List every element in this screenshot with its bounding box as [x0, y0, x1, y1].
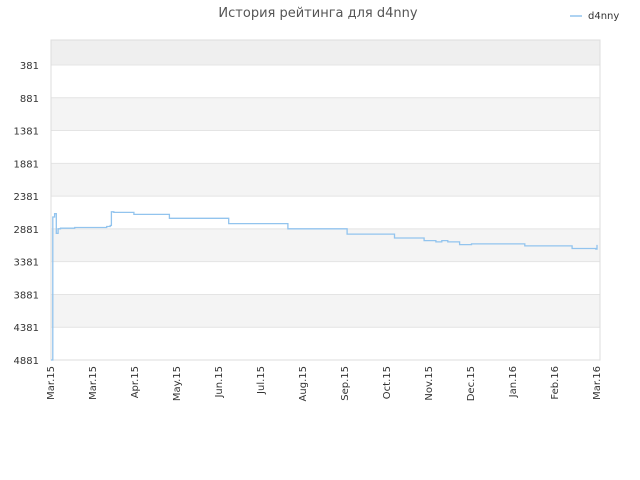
series-line-d4nny [51, 211, 598, 361]
series-layer [51, 211, 598, 361]
y-tick-label: 4381 [14, 323, 39, 334]
y-tick-label: 3881 [14, 290, 39, 301]
y-tick-label: 1881 [14, 159, 39, 170]
x-tick-label: Apr.15 [130, 366, 141, 398]
x-tick-label: Dec.15 [466, 366, 477, 401]
y-tick-label: 2881 [14, 225, 39, 236]
grid-band [51, 40, 600, 65]
grid-band [51, 97, 600, 131]
x-axis-ticks: Mar.15 Mar.15 Apr.15 May.15 Jun.15 Jul.15 Aug.… [46, 366, 603, 401]
y-axis-ticks: 381 881 1381 1881 2381 2881 3381 3881 4381 4881 [14, 61, 39, 367]
x-tick-label: Feb.16 [550, 366, 561, 400]
y-tick-label: 4881 [14, 356, 39, 367]
x-tick-label: Oct.15 [382, 366, 393, 399]
x-tick-label: Jan.16 [508, 366, 519, 398]
x-tick-label: Aug.15 [298, 366, 309, 401]
x-tick-label: Mar.15 [46, 366, 57, 400]
x-tick-label: Mar.15 [88, 366, 99, 400]
plot-border [50, 39, 601, 361]
grid-band [51, 163, 600, 197]
grid-band [51, 228, 600, 262]
x-tick-label: Jul.15 [256, 366, 267, 395]
grid-band [51, 294, 600, 328]
x-tick-label: Jun.15 [214, 366, 225, 399]
x-tick-label: Mar.16 [592, 366, 603, 400]
x-tick-label: Nov.15 [424, 366, 435, 401]
x-tick-label: Sep.15 [340, 366, 351, 401]
y-tick-label: 2381 [14, 192, 39, 203]
y-tick-label: 381 [20, 61, 39, 72]
y-tick-label: 3381 [14, 258, 39, 269]
x-tick-label: May.15 [172, 366, 183, 401]
grid-bands [51, 40, 600, 328]
y-tick-label: 1381 [14, 127, 39, 138]
legend-label-d4nny: d4nny [588, 11, 619, 22]
y-tick-label: 881 [20, 94, 39, 105]
legend[interactable]: d4nny [570, 11, 619, 22]
chart-title: История рейтинга для d4nny [218, 6, 417, 21]
